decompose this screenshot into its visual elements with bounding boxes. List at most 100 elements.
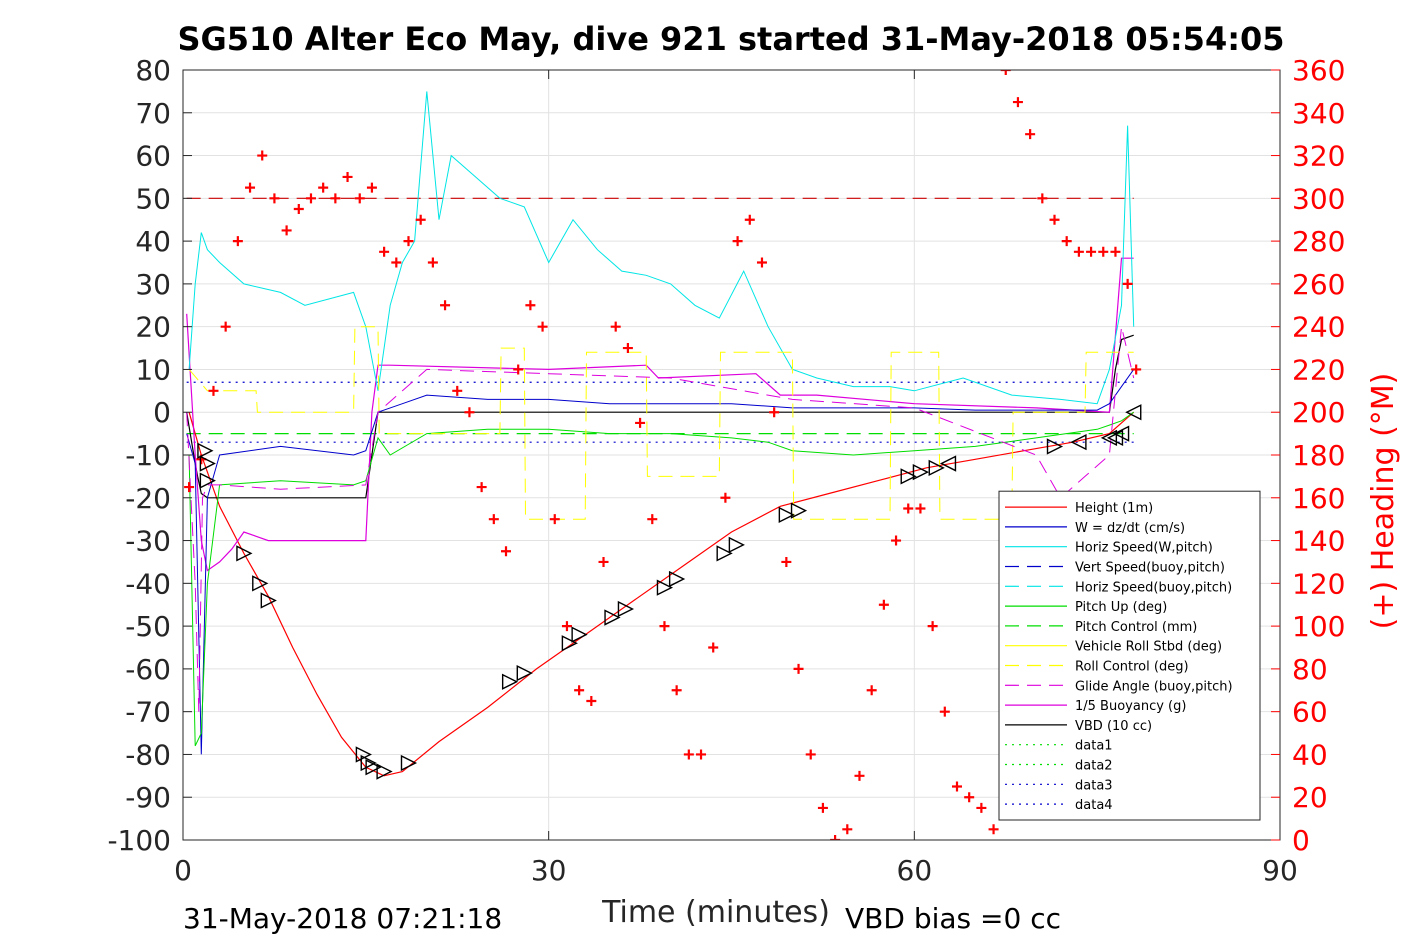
legend-label: Vert Speed(buoy,pitch) — [1075, 561, 1225, 576]
y-right-tick-label: 100 — [1292, 610, 1345, 643]
waypoint-triangle — [1125, 404, 1142, 421]
x-tick-label: 30 — [531, 854, 567, 887]
waypoint-triangle — [617, 600, 635, 618]
y-left-tick-label: -60 — [125, 653, 171, 686]
heading-point — [830, 835, 841, 840]
legend-label: W = dz/dt (cm/s) — [1075, 521, 1185, 536]
heading-point — [988, 824, 999, 835]
heading-point — [915, 503, 926, 514]
legend-label: Vehicle Roll Stbd (deg) — [1075, 640, 1222, 655]
heading-point — [1086, 246, 1097, 257]
waypoint-triangle — [656, 579, 674, 596]
waypoint-triangle — [790, 502, 808, 519]
y-right-tick-label: 60 — [1292, 696, 1328, 729]
waypoint-triangle — [1046, 438, 1064, 455]
y-right-tick-label: 120 — [1292, 567, 1345, 600]
y-right-tick-label: 80 — [1292, 653, 1328, 686]
heading-point — [354, 193, 365, 204]
y-left-tick-label: 20 — [135, 311, 171, 344]
heading-point — [781, 556, 792, 567]
waypoint-triangle — [236, 545, 253, 562]
y-left-tick-label: 80 — [135, 54, 171, 87]
heading-point — [269, 193, 280, 204]
heading-point — [464, 407, 475, 418]
y-right-tick-label: 340 — [1292, 97, 1345, 130]
heading-point — [586, 695, 597, 706]
waypoint-triangle — [928, 459, 945, 476]
heading-point — [598, 556, 609, 567]
y-right-tick-label: 140 — [1292, 525, 1345, 558]
waypoint-triangle — [561, 635, 578, 652]
legend-label: Pitch Up (deg) — [1075, 600, 1167, 615]
waypoint-triangle — [1070, 434, 1087, 451]
heading-point — [891, 535, 902, 546]
legend-label: Horiz Speed(buoy,pitch) — [1075, 580, 1232, 595]
waypoint-triangle — [516, 665, 533, 682]
y-left-tick-label: -30 — [125, 525, 171, 558]
heading-point — [488, 514, 499, 525]
heading-point — [184, 482, 195, 493]
heading-point — [805, 749, 816, 760]
heading-point — [610, 321, 621, 332]
heading-point — [878, 599, 889, 610]
legend-label: Roll Control (deg) — [1075, 660, 1189, 675]
heading-point — [476, 482, 487, 493]
right-axis-label: (+) Heading (°M) — [1366, 373, 1401, 630]
x-axis-label: Time (minutes) — [601, 895, 830, 930]
heading-point — [671, 685, 682, 696]
series-heading — [184, 70, 1142, 840]
x-tick-label: 60 — [897, 854, 933, 887]
heading-point — [1049, 214, 1060, 225]
heading-point — [391, 257, 402, 268]
series-buoyancy — [186, 257, 1134, 572]
y-left-tick-label: -10 — [125, 439, 171, 472]
waypoint-triangle — [199, 472, 216, 489]
heading-point — [245, 182, 256, 193]
series-horiz_speed — [188, 91, 1135, 405]
series-vbd — [186, 334, 1134, 499]
y-left-tick-label: -40 — [125, 567, 171, 600]
heading-point — [415, 214, 426, 225]
heading-point — [903, 503, 914, 514]
heading-point — [403, 236, 414, 247]
heading-point — [427, 257, 438, 268]
y-right-tick-label: 300 — [1292, 182, 1345, 215]
heading-point — [549, 514, 560, 525]
legend-label: data1 — [1075, 739, 1113, 754]
heading-point — [452, 385, 463, 396]
y-right-tick-label: 280 — [1292, 225, 1345, 258]
heading-point — [622, 343, 633, 354]
heading-point — [501, 546, 512, 557]
heading-point — [854, 770, 865, 781]
y-right-tick-label: 220 — [1292, 353, 1345, 386]
y-left-tick-label: -100 — [107, 824, 171, 857]
x-tick-label: 90 — [1262, 854, 1298, 887]
waypoint-triangle — [365, 759, 382, 776]
y-left-tick-label: 30 — [135, 268, 171, 301]
waypoint-triangle — [728, 536, 745, 553]
heading-point — [293, 204, 304, 215]
legend: Height (1m) W = dz/dt (cm/s) Horiz Speed(W… — [998, 490, 1261, 821]
heading-point — [744, 214, 755, 225]
waypoint-triangle — [1112, 425, 1130, 442]
legend-label: data2 — [1075, 759, 1113, 774]
waypoint-triangle — [900, 468, 917, 485]
legend-label: data3 — [1075, 778, 1113, 793]
heading-point — [379, 246, 390, 257]
heading-point — [1037, 193, 1048, 204]
waypoint-triangle — [668, 570, 686, 588]
heading-point — [1110, 246, 1121, 257]
heading-point — [939, 706, 950, 717]
legend-label: Pitch Control (mm) — [1075, 620, 1197, 635]
heading-point — [1061, 236, 1072, 247]
heading-point — [866, 685, 877, 696]
heading-point — [1073, 246, 1084, 257]
legend-box — [998, 490, 1261, 821]
heading-point — [817, 802, 828, 813]
heading-point — [720, 492, 731, 503]
legend-label: data4 — [1075, 798, 1113, 813]
waypoint-triangle — [912, 463, 929, 481]
waypoint-triangle — [778, 506, 795, 524]
waypoint-triangle — [360, 754, 377, 772]
y-left-tick-label: 60 — [135, 140, 171, 173]
